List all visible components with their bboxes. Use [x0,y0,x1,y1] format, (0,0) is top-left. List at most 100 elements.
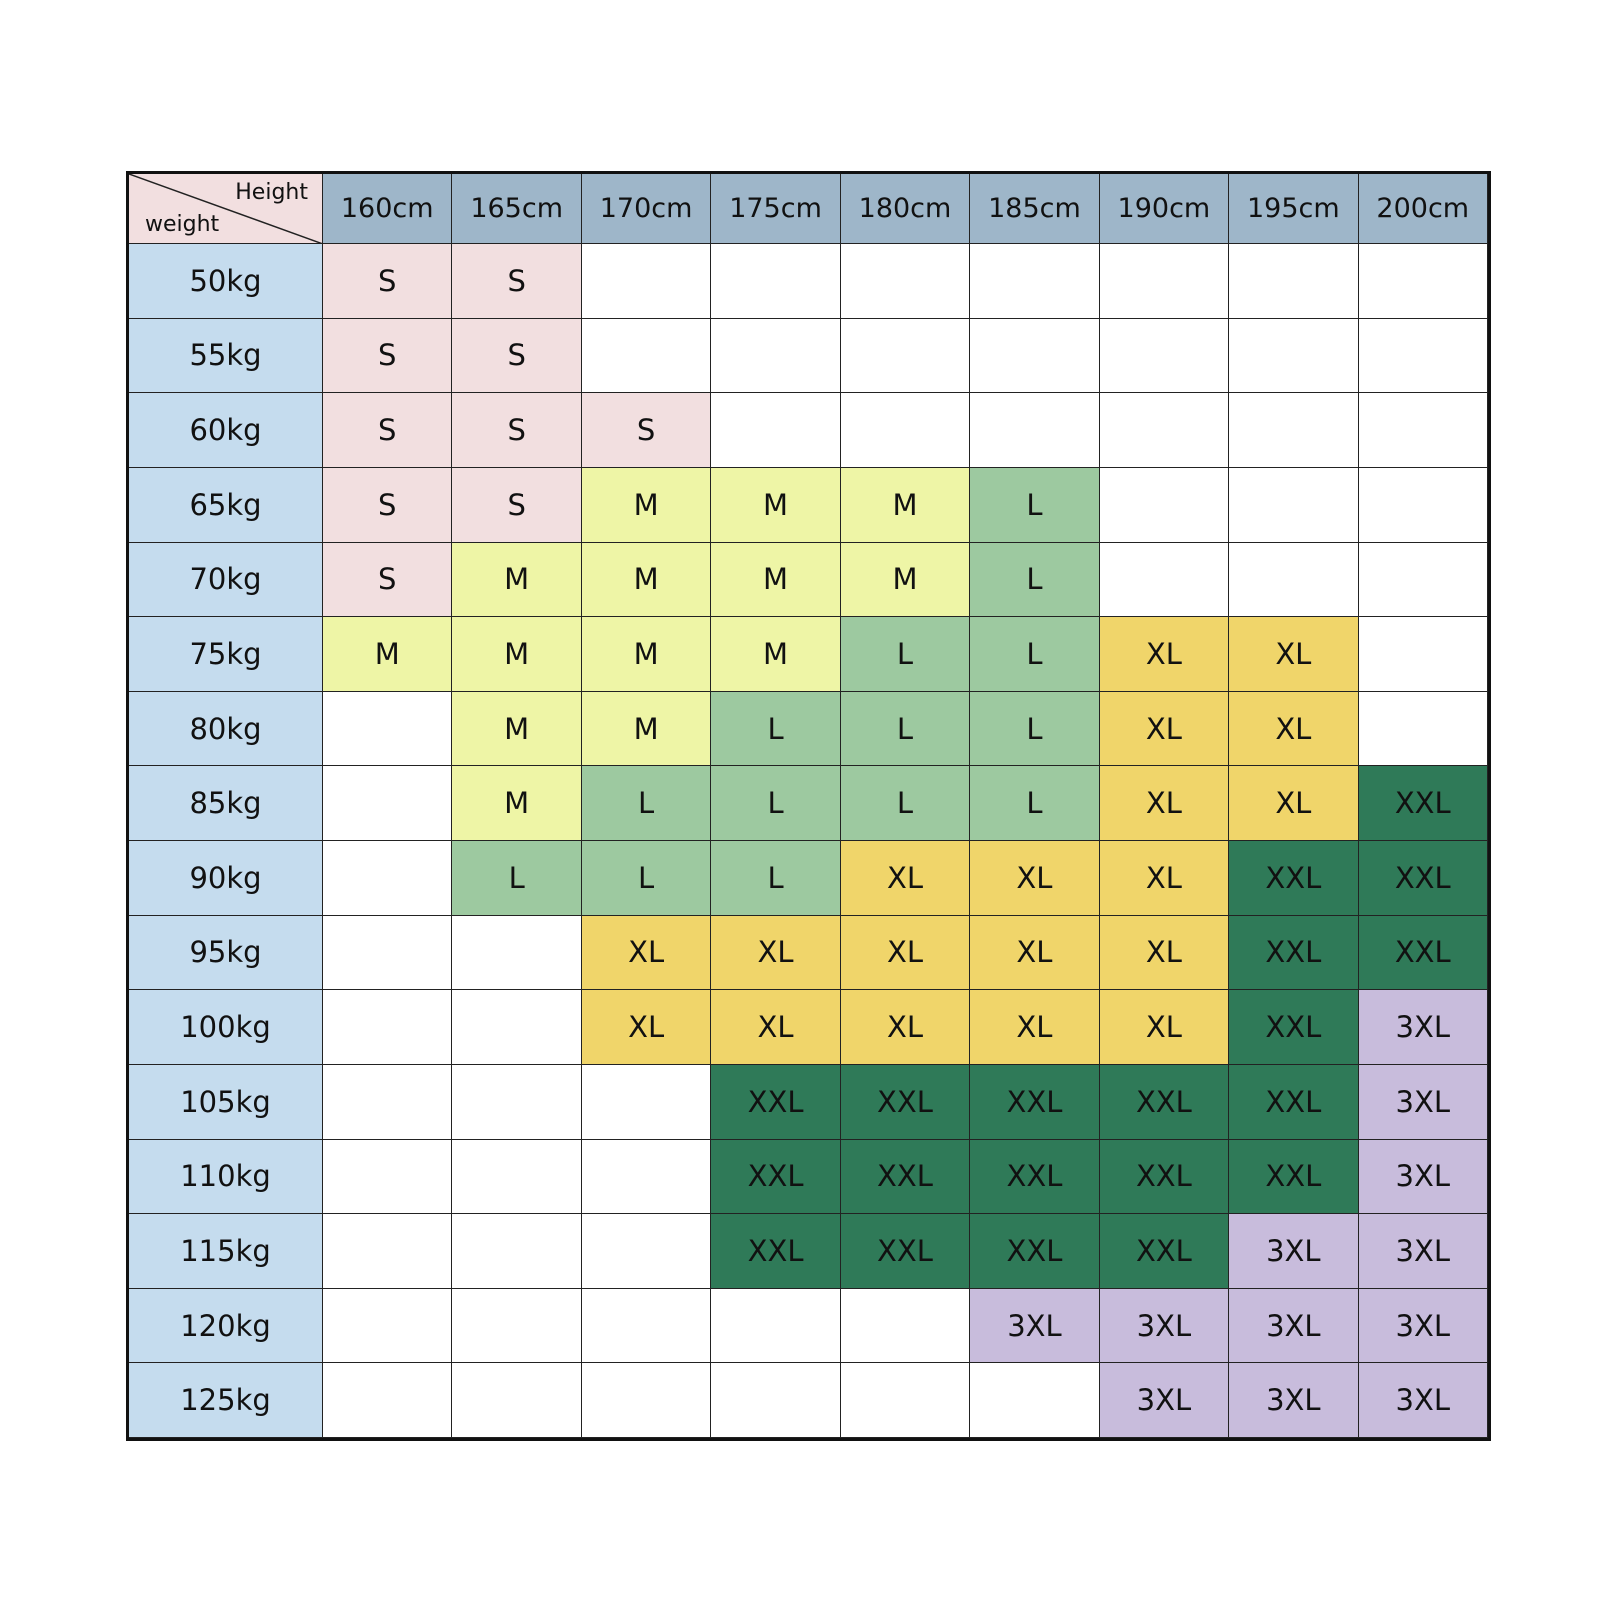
size-cell [323,1064,453,1140]
row-header: 80kg [129,691,323,767]
size-cell: M [581,691,712,767]
row-header: 50kg [129,244,323,319]
size-cell [452,1064,582,1140]
size-cell: XXL [970,1214,1100,1289]
size-cell: XXL [840,1064,971,1140]
corner-cell: Height weight [129,174,323,244]
size-table: Height weight 160cm 165cm 170cm 175cm 180cm 1… [126,171,1491,1441]
column-axis-label: Height [235,180,308,205]
size-cell: XL [970,990,1100,1065]
size-cell: XXL [1229,915,1359,991]
size-cell: XL [711,915,841,991]
size-cell: L [970,766,1100,841]
size-cell: L [970,542,1100,618]
size-cell: L [840,617,971,692]
size-cell: M [840,542,971,618]
size-cell [323,691,453,767]
size-cell [711,318,841,394]
size-cell [452,915,582,991]
size-cell [452,1288,582,1364]
row-header: 85kg [129,766,323,841]
size-cell: 3XL [1229,1288,1359,1364]
size-cell [970,1363,1100,1438]
size-cell: M [452,617,582,692]
size-cell: L [970,691,1100,767]
column-header: 185cm [970,174,1100,244]
column-header: 170cm [581,174,712,244]
size-cell: XXL [1358,915,1488,991]
size-cell: L [452,841,582,916]
size-cell: L [970,617,1100,692]
size-cell: XL [711,990,841,1065]
size-cell: XXL [1358,841,1488,916]
size-cell: XXL [1229,990,1359,1065]
size-cell: XL [1099,617,1230,692]
row-header: 70kg [129,542,323,618]
size-cell: M [452,766,582,841]
size-cell [1229,393,1359,468]
size-cell: XXL [1229,1139,1359,1215]
size-cell: XXL [1099,1214,1230,1289]
column-header: 195cm [1229,174,1359,244]
size-cell: M [581,467,712,543]
size-cell: XXL [970,1064,1100,1140]
size-cell [581,1214,712,1289]
size-cell [1358,542,1488,618]
size-cell: XL [1099,841,1230,916]
size-cell [323,990,453,1065]
size-cell: L [711,691,841,767]
size-cell: XL [581,990,712,1065]
size-cell: S [323,244,453,319]
size-cell: 3XL [1099,1363,1230,1438]
size-cell [323,841,453,916]
size-cell: M [711,542,841,618]
size-cell: 3XL [1229,1363,1359,1438]
size-cell: 3XL [1358,1064,1488,1140]
row-header: 95kg [129,915,323,991]
size-cell [840,1288,971,1364]
size-cell [452,990,582,1065]
row-header: 115kg [129,1214,323,1289]
row-header: 55kg [129,318,323,394]
size-cell [1099,318,1230,394]
size-cell [840,318,971,394]
size-cell: 3XL [1099,1288,1230,1364]
size-cell: M [323,617,453,692]
size-cell [1099,244,1230,319]
column-header: 165cm [452,174,582,244]
size-cell [323,1214,453,1289]
size-cell: S [452,393,582,468]
size-cell: XL [581,915,712,991]
size-cell [581,244,712,319]
row-header: 75kg [129,617,323,692]
size-cell: S [452,467,582,543]
size-cell: S [452,244,582,319]
size-cell: XL [970,841,1100,916]
size-cell: 3XL [970,1288,1100,1364]
size-cell [323,915,453,991]
size-cell [711,1288,841,1364]
size-cell [1358,244,1488,319]
size-cell [1229,244,1359,319]
size-cell: M [581,542,712,618]
size-cell: L [840,691,971,767]
size-cell: XXL [711,1139,841,1215]
size-cell: XL [840,915,971,991]
size-cell [840,244,971,319]
size-cell: XXL [711,1064,841,1140]
size-cell: XXL [840,1139,971,1215]
size-cell: 3XL [1358,1214,1488,1289]
size-cell [1099,542,1230,618]
column-header: 160cm [323,174,453,244]
size-cell [581,1288,712,1364]
size-cell [452,1363,582,1438]
size-cell [1099,393,1230,468]
size-cell [1358,617,1488,692]
size-cell: M [711,467,841,543]
size-cell: M [581,617,712,692]
size-cell: XXL [1099,1064,1230,1140]
row-header: 120kg [129,1288,323,1364]
size-cell [323,1363,453,1438]
row-header: 110kg [129,1139,323,1215]
